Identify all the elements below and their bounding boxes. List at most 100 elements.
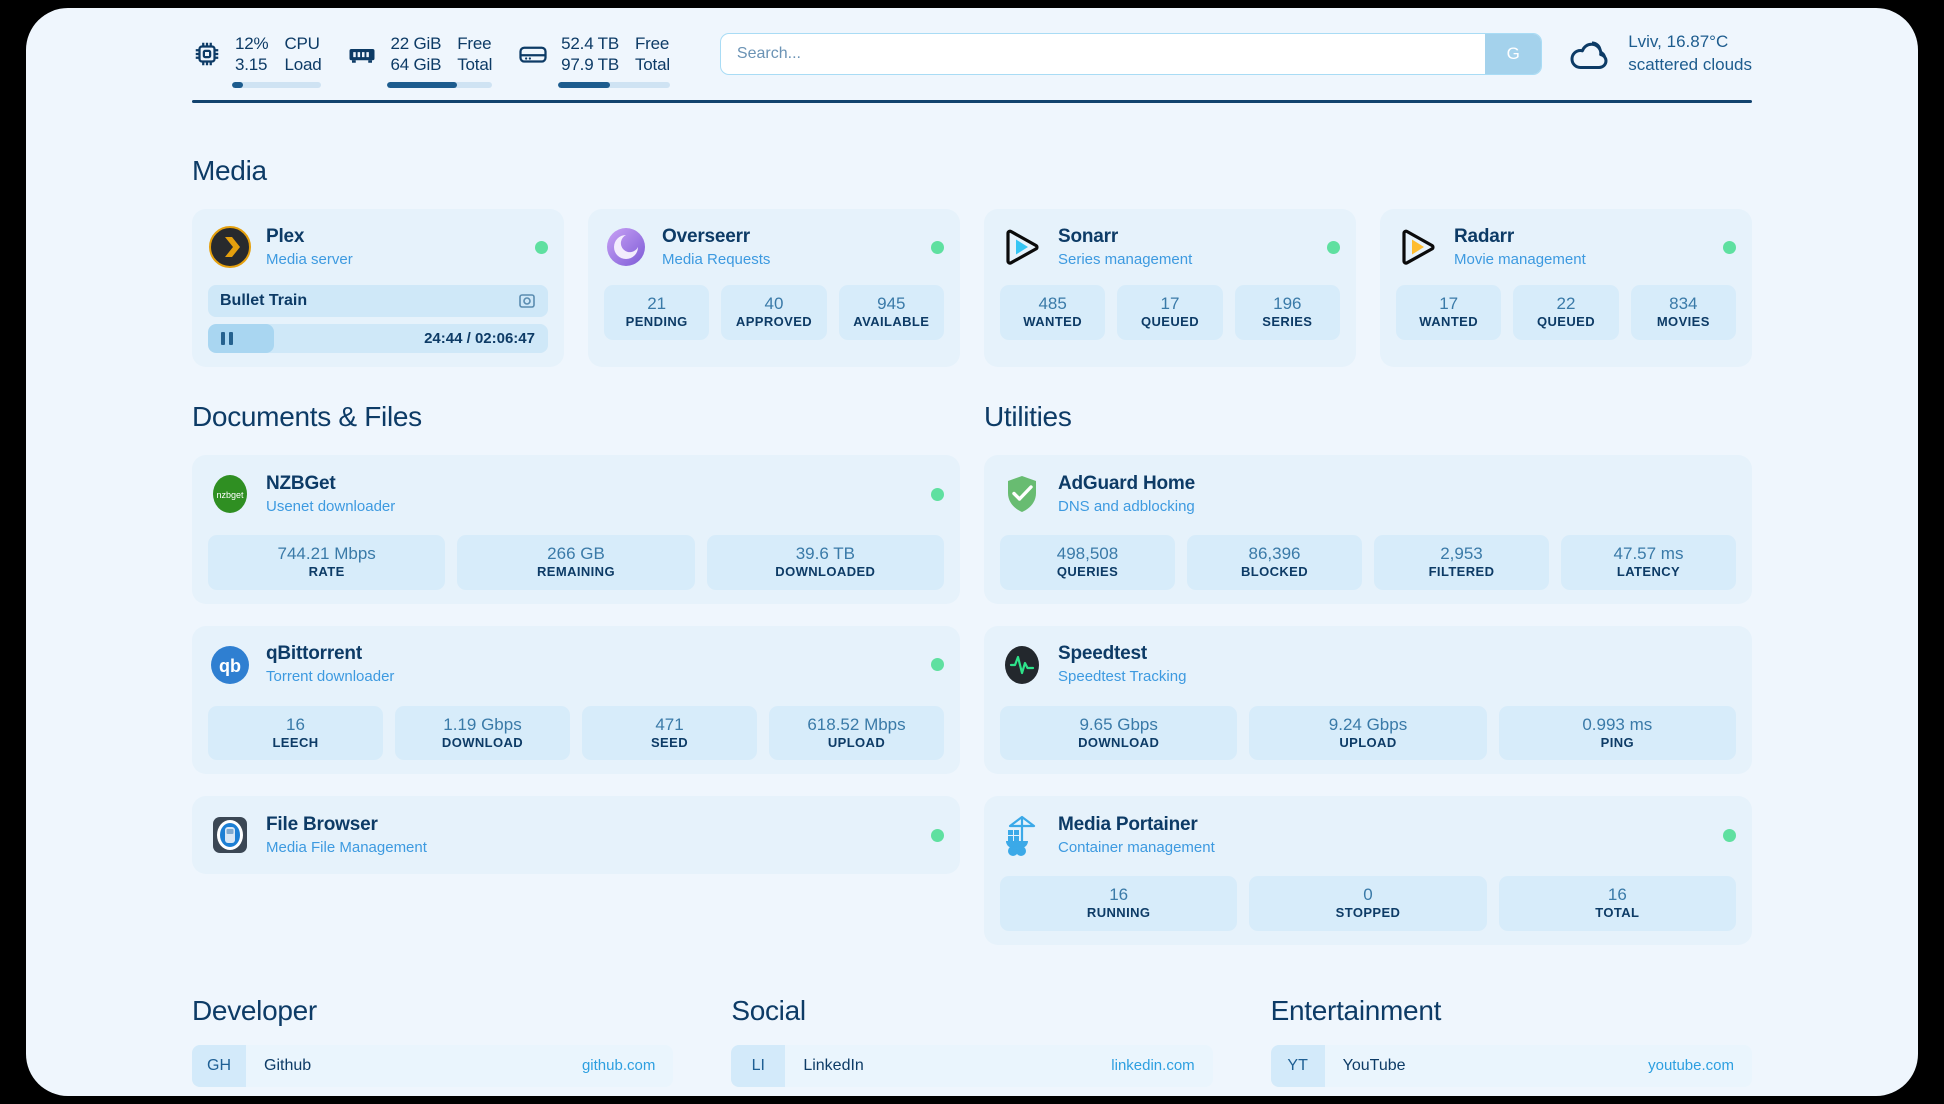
service-card-file-browser[interactable]: File Browser Media File Management bbox=[192, 796, 960, 874]
speedtest-logo-icon bbox=[1000, 643, 1044, 687]
bookmark-name: Github bbox=[264, 1056, 312, 1074]
service-card-overseerr[interactable]: Overseerr Media Requests 21 PENDING 40 A… bbox=[588, 209, 960, 367]
bookmark-name: YouTube bbox=[1342, 1056, 1406, 1074]
cast-icon[interactable] bbox=[518, 292, 536, 310]
pause-icon[interactable] bbox=[221, 332, 233, 345]
stats-row: 21 PENDING 40 APPROVED 945 AVAILABLE bbox=[604, 285, 944, 340]
stat-value: 39.6 TB bbox=[795, 544, 855, 563]
svg-text:qb: qb bbox=[219, 656, 241, 676]
memory-icon bbox=[347, 39, 377, 69]
service-card-speedtest[interactable]: Speedtest Speedtest Tracking 9.65 Gbps D… bbox=[984, 625, 1752, 774]
stats-row: 9.65 Gbps DOWNLOAD 9.24 Gbps UPLOAD 0.99… bbox=[1000, 705, 1736, 760]
documents-card-list: nzbget NZBGet Usenet downloader 744.21 M… bbox=[192, 455, 960, 874]
bookmark-link[interactable]: YT YouTube youtube.com bbox=[1270, 1044, 1752, 1087]
stat-value: 47.57 ms bbox=[1613, 544, 1684, 563]
status-indicator-online bbox=[535, 240, 548, 254]
disk-free-value: 52.4 TB bbox=[561, 33, 619, 53]
service-card-nzbget[interactable]: nzbget NZBGet Usenet downloader 744.21 M… bbox=[192, 455, 960, 604]
stat-label: UPLOAD bbox=[827, 734, 886, 750]
stat-value: 1.19 Gbps bbox=[443, 714, 522, 734]
stat-value: 9.24 Gbps bbox=[1328, 714, 1408, 734]
documents-section-title: Documents & Files bbox=[192, 401, 422, 432]
bookmark-list: GH Github github.com SO StackOverflow st… bbox=[192, 1044, 674, 1097]
search-input[interactable] bbox=[720, 34, 1486, 74]
service-name: Radarr bbox=[1454, 225, 1515, 247]
radarr-logo-icon bbox=[1396, 225, 1440, 269]
stat-tile: 834 MOVIES bbox=[1630, 285, 1736, 340]
service-card-qbittorrent[interactable]: qb qBittorrent Torrent downloader 16 LEE… bbox=[192, 625, 960, 774]
memory-usage-bar bbox=[387, 82, 493, 89]
sonarr-logo-icon bbox=[1000, 225, 1044, 269]
bookmark-list: YT YouTube youtube.com NF Netflix netfli… bbox=[1270, 1044, 1752, 1097]
utilities-section: Utilities AdGuard Home DNS and adblockin… bbox=[984, 401, 1752, 945]
stat-value: 86,396 bbox=[1248, 544, 1301, 563]
stat-label: DOWNLOAD bbox=[1078, 734, 1160, 750]
stat-tile: 196 SERIES bbox=[1234, 285, 1340, 340]
resource-widget-cpu: 12% 3.15 CPU Load bbox=[192, 33, 322, 89]
bookmark-group-social: Social LI LinkedIn linkedin.com TW Twitt… bbox=[731, 995, 1213, 1097]
stat-label: LATENCY bbox=[1616, 564, 1681, 580]
bookmark-group-title: Entertainment bbox=[1270, 994, 1442, 1026]
service-name: AdGuard Home bbox=[1058, 472, 1195, 494]
service-card-radarr[interactable]: Radarr Movie management 17 WANTED 22 QUE… bbox=[1380, 209, 1752, 367]
stat-value: 16 bbox=[1607, 885, 1627, 904]
card-header: Sonarr Series management bbox=[1000, 223, 1340, 271]
disk-icon bbox=[518, 39, 548, 69]
stat-value: 0 bbox=[1363, 885, 1373, 904]
stat-label: REMAINING bbox=[536, 564, 615, 580]
status-indicator-online bbox=[931, 658, 944, 671]
stat-tile: 17 QUEUED bbox=[1117, 285, 1223, 340]
search-box[interactable]: G bbox=[719, 33, 1543, 75]
stat-label: PENDING bbox=[625, 314, 688, 330]
stats-row: 16 RUNNING 0 STOPPED 16 TOTAL bbox=[1000, 876, 1736, 931]
stat-tile: 40 APPROVED bbox=[721, 285, 827, 340]
stat-label: DOWNLOAD bbox=[441, 734, 524, 750]
disk-usage-bar bbox=[558, 82, 670, 89]
stat-tile: 945 AVAILABLE bbox=[838, 285, 944, 340]
stat-label: DOWNLOADED bbox=[775, 564, 876, 580]
stat-label: APPROVED bbox=[735, 314, 813, 330]
weather-widget: Lviv, 16.87°C scattered clouds bbox=[1566, 31, 1752, 77]
now-playing-progress-bar[interactable]: 24:44 / 02:06:47 bbox=[208, 324, 548, 353]
service-card-plex[interactable]: Plex Media server Bullet Train bbox=[192, 209, 564, 367]
memory-total-value: 64 GiB bbox=[390, 55, 442, 74]
stat-tile: 2,953 FILTERED bbox=[1374, 535, 1549, 590]
bookmark-link[interactable]: LI LinkedIn linkedin.com bbox=[731, 1044, 1213, 1087]
service-subtitle: Media File Management bbox=[266, 838, 427, 856]
bookmark-abbr: GH bbox=[192, 1044, 246, 1087]
header-bar: 12% 3.15 CPU Load bbox=[26, 8, 1918, 100]
bookmark-link[interactable]: GH Github github.com bbox=[192, 1044, 674, 1087]
stat-label: BLOCKED bbox=[1240, 564, 1309, 580]
now-playing-time: 24:44 / 02:06:47 bbox=[424, 330, 535, 347]
service-card-sonarr[interactable]: Sonarr Series management 485 WANTED 17 Q… bbox=[984, 209, 1356, 367]
now-playing-title-bar: Bullet Train bbox=[208, 285, 548, 317]
service-subtitle: Media Requests bbox=[662, 250, 771, 268]
stat-label: STOPPED bbox=[1335, 905, 1401, 921]
stat-tile: 498,508 QUERIES bbox=[1000, 535, 1175, 590]
bookmark-url: github.com bbox=[581, 1057, 656, 1074]
stat-label: QUEUED bbox=[1536, 314, 1595, 330]
dashboard-page: 12% 3.15 CPU Load bbox=[26, 8, 1918, 1096]
stat-tile: 9.65 Gbps DOWNLOAD bbox=[1000, 705, 1238, 760]
stat-tile: 471 SEED bbox=[582, 705, 757, 760]
card-header: AdGuard Home DNS and adblocking bbox=[1000, 469, 1736, 519]
utilities-card-list: AdGuard Home DNS and adblocking 498,508 … bbox=[984, 455, 1752, 945]
stat-value: 0.993 ms bbox=[1582, 714, 1653, 734]
bookmark-list: LI LinkedIn linkedin.com TW Twitter twit… bbox=[731, 1044, 1213, 1097]
service-card-media-portainer[interactable]: Media Portainer Container management 16 … bbox=[984, 796, 1752, 945]
stat-tile: 21 PENDING bbox=[604, 285, 710, 340]
service-subtitle: Speedtest Tracking bbox=[1058, 668, 1187, 686]
stat-label: AVAILABLE bbox=[853, 314, 930, 330]
stat-value: 618.52 Mbps bbox=[807, 714, 906, 734]
filebrowser-logo-icon bbox=[208, 813, 252, 857]
resource-widget-memory: 22 GiB 64 GiB Free Total bbox=[347, 33, 492, 89]
stats-row: 17 WANTED 22 QUEUED 834 MOVIES bbox=[1396, 285, 1736, 340]
stat-tile: 1.19 Gbps DOWNLOAD bbox=[395, 705, 570, 760]
disk-label-top: Free bbox=[635, 33, 670, 53]
stat-label: RATE bbox=[308, 564, 345, 580]
service-card-adguard-home[interactable]: AdGuard Home DNS and adblocking 498,508 … bbox=[984, 455, 1752, 604]
search-provider-button[interactable]: G bbox=[1485, 34, 1542, 74]
overseerr-logo-icon bbox=[604, 225, 648, 269]
stat-value: 21 bbox=[647, 294, 667, 313]
media-section: Media Plex Media server bbox=[26, 103, 1918, 367]
